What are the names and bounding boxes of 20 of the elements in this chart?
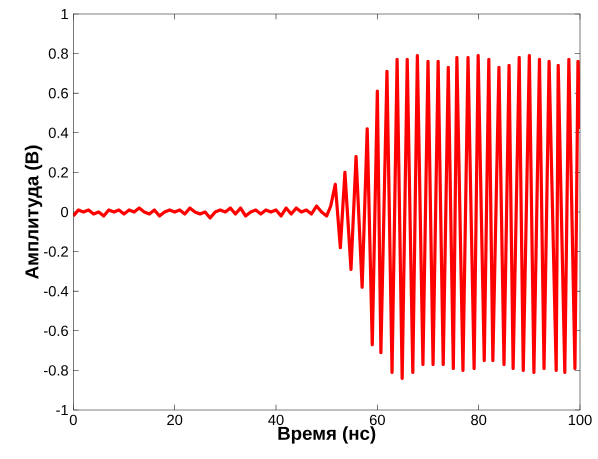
x-tick-label: 60 — [370, 414, 385, 425]
y-tick-label: 0.6 — [48, 88, 68, 98]
y-tick-label: -0.8 — [44, 365, 68, 376]
x-tick-label: 80 — [471, 414, 486, 425]
x-tick-label: 0 — [70, 414, 77, 425]
y-tick-label: 0.2 — [48, 167, 68, 178]
y-tick-label: 0 — [61, 206, 68, 218]
x-tick-label: 20 — [167, 414, 182, 425]
y-tick-label: -0.2 — [44, 246, 68, 257]
x-tick-label: 100 — [568, 414, 592, 425]
y-tick-label: 0.4 — [48, 127, 68, 138]
y-tick-label: 0.8 — [48, 48, 68, 59]
x-tick-label: 40 — [268, 414, 284, 425]
y-tick-label: -0.6 — [44, 325, 68, 336]
y-tick-label: 1 — [62, 8, 68, 19]
line-series — [73, 54, 580, 380]
y-tick-label: -1 — [56, 404, 68, 415]
y-tick-label: -0.4 — [44, 286, 68, 296]
y-axis-title: Амплитуда (В) — [24, 145, 42, 279]
x-axis-title: Время (нс) — [278, 426, 376, 444]
